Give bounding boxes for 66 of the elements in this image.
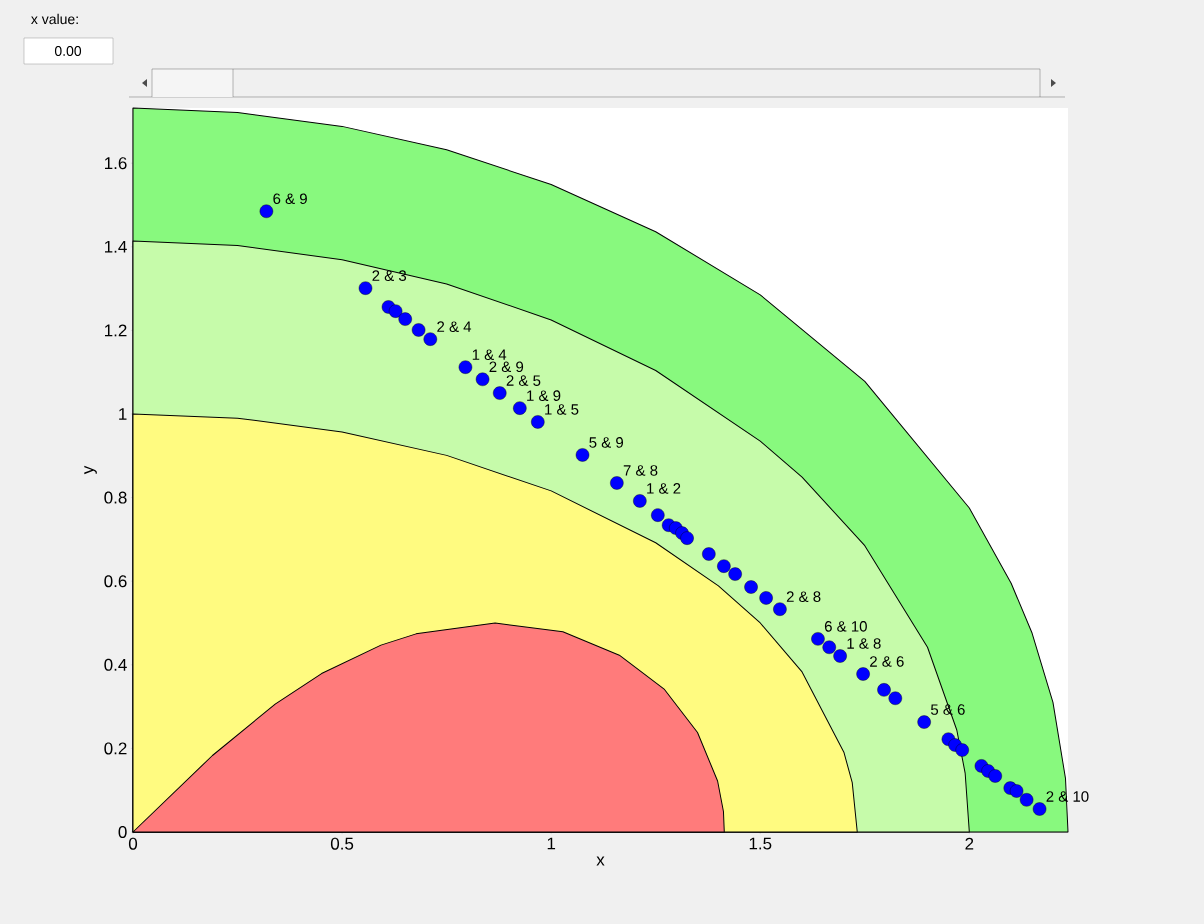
x-tick-label: 1 [547, 837, 556, 850]
y-tick-label: 1.6 [105, 157, 127, 170]
point [773, 602, 787, 616]
x-axis-title: x [596, 856, 605, 866]
point [702, 547, 716, 561]
annotation: 2 & 6 [870, 656, 904, 667]
point [717, 559, 731, 573]
text: 0.00 [54, 46, 82, 56]
point [744, 580, 758, 594]
point [423, 332, 438, 346]
point [917, 715, 931, 729]
annotation: 1 & 8 [847, 638, 881, 649]
point [877, 683, 891, 697]
point [575, 448, 590, 462]
annotation: 2 & 5 [506, 375, 541, 386]
point [833, 649, 847, 663]
point [398, 312, 412, 326]
annotation: 1 & 2 [647, 483, 681, 494]
annotation: 2 & 8 [786, 591, 821, 602]
y-tick-label: 0 [118, 825, 127, 839]
point [388, 304, 403, 318]
annotation: 6 & 9 [273, 193, 307, 205]
point [458, 360, 473, 374]
y-axis-title: y [84, 465, 97, 475]
x-tick-label: 0 [128, 837, 138, 850]
x-tick-label: 1.5 [749, 837, 772, 850]
point [651, 508, 665, 522]
point [856, 667, 870, 681]
point [811, 632, 825, 646]
y-tick-label: 1 [119, 408, 127, 420]
annotation: 5 & 9 [589, 437, 624, 448]
point [1009, 784, 1024, 798]
annotation: 7 & 8 [623, 465, 658, 476]
point [822, 640, 836, 654]
y-tick-label: 0.6 [104, 575, 127, 588]
point [680, 531, 694, 545]
point [513, 401, 527, 415]
point [633, 494, 647, 508]
point [358, 281, 373, 295]
y-tick-label: 0.2 [104, 742, 127, 755]
y-tick-label: 0.4 [104, 658, 127, 671]
point [759, 591, 773, 605]
point [955, 743, 969, 757]
point [531, 415, 545, 429]
point [610, 476, 624, 490]
point [888, 691, 903, 705]
point [493, 386, 507, 400]
point [988, 769, 1002, 783]
y-tick-label: 1.2 [105, 324, 127, 337]
point [411, 323, 426, 337]
annotation: 1 & 5 [545, 404, 579, 415]
y-tick-label: 1.4 [105, 240, 127, 253]
annotation: 2 & 9 [489, 361, 524, 373]
x-tick-label: 0.5 [330, 837, 354, 850]
x-tick-label: 2 [965, 837, 974, 850]
annotation: 2 & 4 [437, 321, 472, 332]
annotation: 6 & 10 [824, 621, 867, 632]
y-tick-label: 0.8 [104, 491, 127, 504]
point [475, 372, 490, 386]
point [1032, 802, 1047, 816]
point [1019, 793, 1034, 807]
point [259, 204, 274, 218]
point [728, 567, 742, 581]
text: x value: [31, 13, 78, 25]
annotation: 1 & 9 [527, 390, 561, 401]
annotation: 1 & 4 [472, 349, 507, 360]
